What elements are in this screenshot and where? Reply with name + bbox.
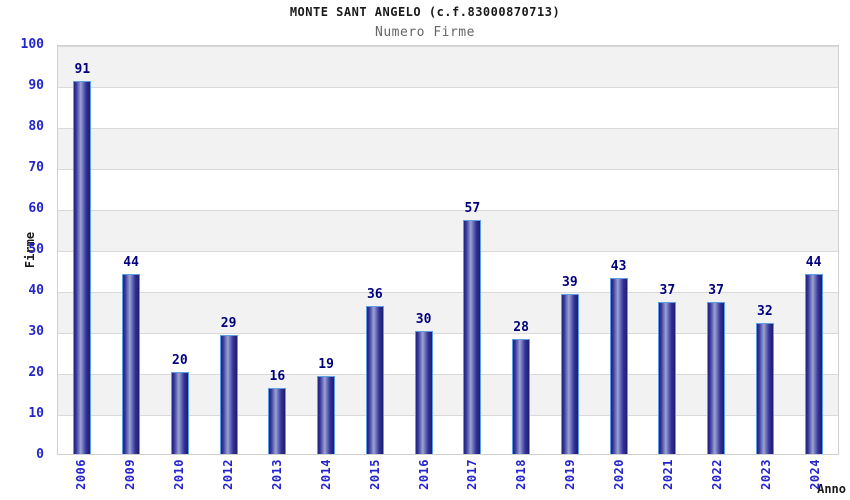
x-label-cell: 2019 [546, 459, 595, 499]
x-label-cell: 2010 [155, 459, 204, 499]
y-tick-label: 10 [28, 406, 44, 421]
bar-slot-2023: 32 [741, 46, 790, 454]
bar-slot-2009: 44 [107, 46, 156, 454]
bar-value-label: 28 [513, 320, 529, 335]
bar-value-label: 37 [708, 283, 724, 298]
x-label-cell: 2023 [741, 459, 790, 499]
plot-area: 91 44 20 29 16 19 36 30 57 28 39 43 37 37 32 44 [57, 45, 839, 455]
bar-2016 [414, 331, 433, 454]
bar-2018 [512, 339, 531, 454]
y-tick-label: 90 [28, 78, 44, 93]
x-tick-label: 2016 [416, 459, 431, 490]
bar-value-label: 16 [269, 369, 286, 384]
bar-value-label: 36 [367, 287, 383, 302]
x-label-cell: 2021 [644, 459, 693, 499]
bar-slot-2022: 37 [692, 46, 741, 454]
x-tick-label: 2009 [123, 459, 138, 490]
bar-2017 [463, 220, 482, 454]
bar-2006 [73, 81, 92, 454]
bar-slot-2019: 39 [546, 46, 595, 454]
x-tick-label: 2010 [172, 459, 187, 490]
x-tick-label: 2020 [612, 459, 627, 490]
bar-value-label: 57 [464, 201, 481, 216]
bar-2012 [219, 335, 238, 454]
bar-slot-2006: 91 [58, 46, 107, 454]
x-label-cell: 2017 [448, 459, 497, 499]
x-label-cell: 2012 [204, 459, 253, 499]
bar-value-label: 29 [220, 316, 237, 331]
x-tick-label: 2019 [563, 459, 578, 490]
bar-slot-2020: 43 [594, 46, 643, 454]
bar-2023 [755, 323, 774, 454]
bar-slot-2016: 30 [399, 46, 448, 454]
x-label-cell: 2018 [497, 459, 546, 499]
bar-slot-2021: 37 [643, 46, 692, 454]
x-label-cell: 2009 [106, 459, 155, 499]
y-tick-label: 30 [28, 324, 44, 339]
bar-2014 [317, 376, 336, 454]
x-axis-title: Anno [817, 482, 846, 496]
y-tick-label: 70 [28, 160, 44, 175]
x-label-cell: 2014 [301, 459, 350, 499]
bar-2022 [707, 302, 726, 454]
bar-2013 [268, 388, 287, 454]
bar-2021 [658, 302, 677, 454]
y-tick-label: 20 [28, 365, 44, 380]
bar-slot-2012: 29 [204, 46, 253, 454]
bar-slot-2013: 16 [253, 46, 302, 454]
bar-slot-2010: 20 [156, 46, 205, 454]
x-tick-label: 2006 [74, 459, 89, 490]
x-tick-label: 2014 [318, 459, 333, 490]
x-label-cell: 2022 [692, 459, 741, 499]
x-tick-label: 2018 [514, 459, 529, 490]
bar-value-label: 44 [123, 255, 139, 270]
x-label-cell: 2013 [253, 459, 302, 499]
bar-slot-2024: 44 [789, 46, 838, 454]
y-tick-label: 0 [36, 447, 44, 462]
x-tick-label: 2013 [269, 459, 284, 490]
bar-value-label: 91 [74, 62, 91, 77]
bar-2010 [170, 372, 189, 454]
x-tick-label: 2023 [758, 459, 773, 490]
x-tick-label: 2021 [660, 459, 675, 490]
bar-slot-2014: 19 [302, 46, 351, 454]
bar-2019 [560, 294, 579, 454]
bar-value-label: 19 [318, 357, 334, 372]
bar-value-label: 43 [610, 259, 627, 274]
bar-2009 [122, 274, 141, 454]
y-tick-label: 100 [20, 37, 44, 52]
x-label-cell: 2015 [350, 459, 399, 499]
bar-slot-2015: 36 [351, 46, 400, 454]
bar-value-label: 37 [659, 283, 676, 298]
chart-title: MONTE SANT ANGELO (c.f.83000870713) [289, 5, 561, 19]
chart-subtitle: Numero Firme [375, 25, 475, 40]
bar-value-label: 44 [805, 255, 822, 270]
x-tick-label: 2017 [465, 459, 480, 490]
x-axis-labels: 2006 2009 2010 2012 2013 2014 2015 2016 2017 2018… [57, 459, 839, 499]
bar-2020 [609, 278, 628, 454]
y-tick-label: 50 [28, 242, 44, 257]
x-tick-label: 2015 [367, 459, 382, 490]
x-label-cell: 2006 [57, 459, 106, 499]
bar-2015 [365, 306, 384, 454]
bar-slot-2018: 28 [497, 46, 546, 454]
y-tick-label: 40 [28, 283, 44, 298]
bar-value-label: 20 [172, 353, 188, 368]
x-label-cell: 2016 [399, 459, 448, 499]
bar-slot-2017: 57 [448, 46, 497, 454]
bars-container: 91 44 20 29 16 19 36 30 57 28 39 43 37 37 32 44 [58, 46, 838, 454]
bar-value-label: 39 [562, 275, 578, 290]
y-axis-ticks: 0 10 20 30 40 50 60 70 80 90 100 [0, 37, 50, 462]
bar-value-label: 30 [415, 312, 432, 327]
bar-value-label: 32 [757, 304, 773, 319]
y-tick-label: 80 [28, 119, 44, 134]
x-label-cell: 2020 [595, 459, 644, 499]
bar-2024 [804, 274, 823, 454]
x-tick-label: 2022 [709, 459, 724, 490]
x-tick-label: 2012 [221, 459, 236, 490]
y-tick-label: 60 [28, 201, 44, 216]
